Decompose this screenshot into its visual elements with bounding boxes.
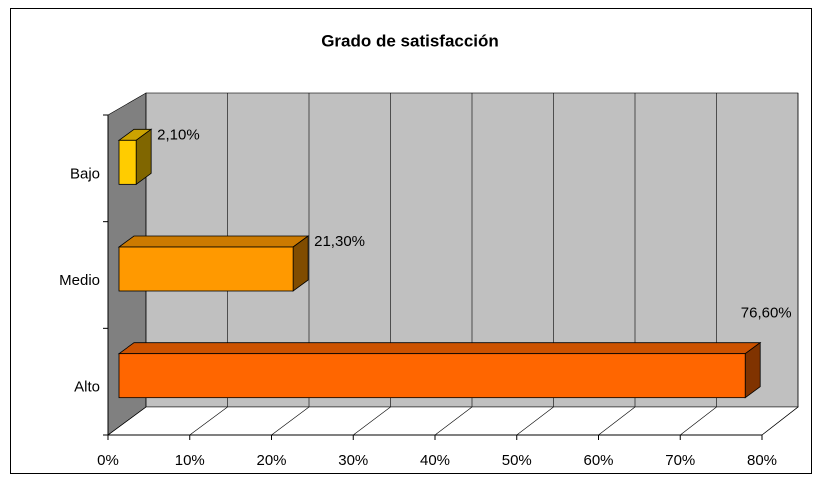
- floor-grid-line: [271, 406, 310, 436]
- x-tick-label: 0%: [97, 452, 119, 469]
- floor-grid-line: [107, 406, 147, 436]
- floor-grid-line: [598, 406, 636, 436]
- floor-grid-line: [761, 406, 799, 436]
- y-tick-label: Alto: [74, 379, 100, 396]
- floor: [107, 406, 799, 436]
- floor-grid-line: [516, 406, 554, 436]
- data-label: 21,30%: [314, 233, 365, 250]
- x-tick-label: 40%: [420, 452, 450, 469]
- x-tick-label: 10%: [175, 452, 205, 469]
- chart-title: Grado de satisfacción: [321, 31, 499, 50]
- x-tick-label: 80%: [747, 452, 777, 469]
- floor-grid-line: [434, 406, 473, 436]
- x-tick-label: 70%: [665, 452, 695, 469]
- bar-top: [117, 342, 762, 355]
- bar-top: [117, 235, 310, 248]
- x-tick-label: 20%: [256, 452, 286, 469]
- x-tick-label: 30%: [338, 452, 368, 469]
- x-tick-label: 50%: [502, 452, 532, 469]
- floor-grid-line: [680, 406, 717, 436]
- y-tick-label: Medio: [59, 272, 100, 289]
- data-label: 2,10%: [157, 126, 200, 143]
- floor-grid-line: [353, 406, 391, 436]
- x-tick-label: 60%: [583, 452, 613, 469]
- bar: [118, 353, 746, 399]
- y-tick-label: Bajo: [70, 165, 100, 182]
- floor-grid-line: [189, 406, 228, 436]
- bar: [118, 139, 137, 185]
- bar: [118, 246, 294, 292]
- data-label: 76,60%: [741, 305, 792, 322]
